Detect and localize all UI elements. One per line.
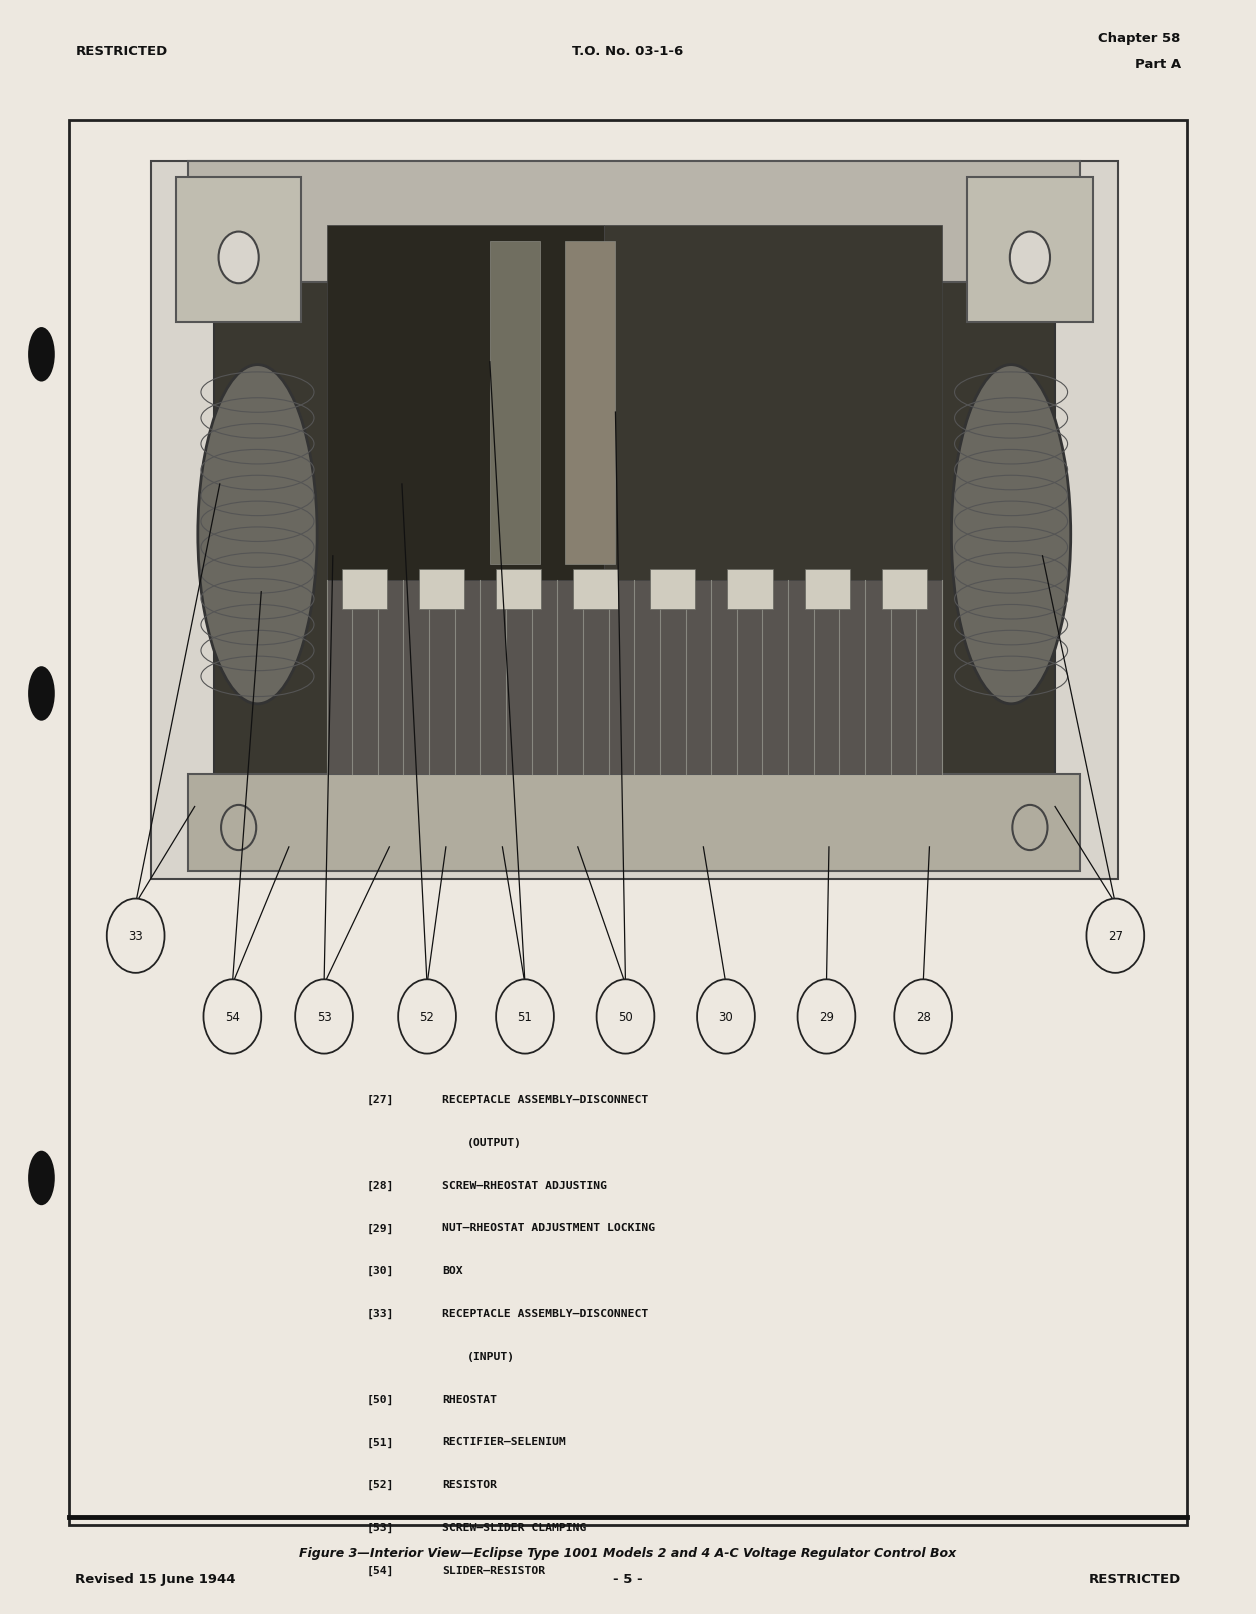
Circle shape (295, 980, 353, 1054)
Text: 51: 51 (517, 1010, 533, 1023)
Bar (573, 570, 618, 610)
Ellipse shape (28, 1151, 55, 1206)
Circle shape (398, 980, 456, 1054)
Bar (727, 570, 772, 610)
Text: [50]: [50] (367, 1394, 394, 1404)
Text: RESTRICTED: RESTRICTED (1089, 1572, 1181, 1585)
Circle shape (221, 805, 256, 851)
Circle shape (894, 980, 952, 1054)
Circle shape (203, 980, 261, 1054)
Text: RHEOSTAT: RHEOSTAT (442, 1394, 497, 1404)
Circle shape (219, 232, 259, 284)
Bar (69, 121, 1187, 1525)
Text: [51]: [51] (367, 1436, 394, 1446)
Text: (INPUT): (INPUT) (467, 1351, 515, 1361)
Text: [29]: [29] (367, 1223, 394, 1233)
Text: 27: 27 (1108, 930, 1123, 943)
Ellipse shape (28, 328, 55, 383)
Text: [54]: [54] (367, 1566, 394, 1575)
Text: 28: 28 (916, 1010, 931, 1023)
Circle shape (597, 980, 654, 1054)
Circle shape (1012, 805, 1048, 851)
Text: BOX: BOX (442, 1265, 462, 1275)
Bar (882, 570, 927, 610)
Bar (651, 570, 696, 610)
Text: RESTRICTED: RESTRICTED (75, 45, 167, 58)
Ellipse shape (28, 667, 55, 721)
Circle shape (1086, 899, 1144, 973)
Text: [28]: [28] (367, 1180, 394, 1190)
Text: 33: 33 (128, 930, 143, 943)
Bar (342, 570, 387, 610)
Text: Part A: Part A (1134, 58, 1181, 71)
Bar (214, 266, 1055, 847)
Circle shape (496, 980, 554, 1054)
Text: NUT—RHEOSTAT ADJUSTMENT LOCKING: NUT—RHEOSTAT ADJUSTMENT LOCKING (442, 1223, 656, 1233)
Text: 30: 30 (718, 1010, 734, 1023)
Text: 53: 53 (317, 1010, 332, 1023)
Ellipse shape (952, 365, 1070, 704)
Bar (604, 226, 942, 581)
Text: 54: 54 (225, 1010, 240, 1023)
Circle shape (1010, 232, 1050, 284)
Ellipse shape (198, 365, 318, 704)
Text: 50: 50 (618, 1010, 633, 1023)
Text: RECTIFIER—SELENIUM: RECTIFIER—SELENIUM (442, 1436, 566, 1446)
Text: RESISTOR: RESISTOR (442, 1478, 497, 1490)
Bar (151, 161, 1118, 880)
Bar (496, 570, 541, 610)
Bar (967, 178, 1093, 323)
Text: 29: 29 (819, 1010, 834, 1023)
Text: (OUTPUT): (OUTPUT) (467, 1136, 522, 1148)
Text: T.O. No. 03-1-6: T.O. No. 03-1-6 (573, 45, 683, 58)
Bar (327, 581, 942, 775)
Text: Figure 3—Interior View—Eclipse Type 1001 Models 2 and 4 A-C Voltage Regulator Co: Figure 3—Interior View—Eclipse Type 1001… (299, 1546, 957, 1559)
Text: RECEPTACLE ASSEMBLY—DISCONNECT: RECEPTACLE ASSEMBLY—DISCONNECT (442, 1307, 648, 1319)
Text: SLIDER—RESISTOR: SLIDER—RESISTOR (442, 1566, 545, 1575)
Text: Revised 15 June 1944: Revised 15 June 1944 (75, 1572, 236, 1585)
Text: [52]: [52] (367, 1478, 394, 1490)
Text: - 5 -: - 5 - (613, 1572, 643, 1585)
Bar (490, 242, 540, 565)
Text: RECEPTACLE ASSEMBLY—DISCONNECT: RECEPTACLE ASSEMBLY—DISCONNECT (442, 1094, 648, 1104)
Bar (188, 775, 1080, 872)
Text: [30]: [30] (367, 1265, 394, 1275)
Text: [27]: [27] (367, 1094, 394, 1104)
Text: [53]: [53] (367, 1522, 394, 1532)
Text: Chapter 58: Chapter 58 (1098, 32, 1181, 45)
Bar (188, 161, 1080, 282)
Circle shape (697, 980, 755, 1054)
Bar (176, 178, 301, 323)
Text: [33]: [33] (367, 1307, 394, 1319)
Bar (327, 226, 604, 581)
Bar (805, 570, 850, 610)
Text: 52: 52 (420, 1010, 435, 1023)
Bar (565, 242, 615, 565)
Circle shape (107, 899, 165, 973)
Circle shape (798, 980, 855, 1054)
Text: SCREW—SLIDER CLAMPING: SCREW—SLIDER CLAMPING (442, 1522, 587, 1532)
Text: SCREW—RHEOSTAT ADJUSTING: SCREW—RHEOSTAT ADJUSTING (442, 1180, 607, 1190)
Bar (418, 570, 463, 610)
